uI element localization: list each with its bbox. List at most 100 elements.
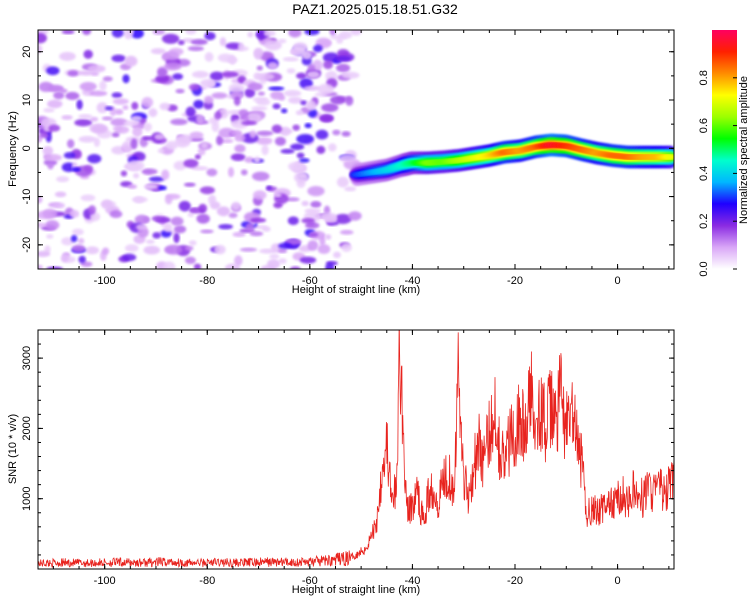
heatmap-cell: [89, 90, 108, 97]
spectrogram-y-tick-label: 10: [21, 94, 33, 106]
heatmap-cell: [38, 264, 43, 269]
heatmap-cell: [244, 88, 256, 98]
heatmap-cell: [225, 42, 243, 50]
heatmap-cell: [157, 148, 165, 154]
heatmap-cell: [247, 31, 254, 38]
heatmap-cell: [105, 106, 114, 111]
heatmap-cell: [249, 231, 264, 237]
figure-title: PAZ1.2025.015.18.51.G32: [292, 1, 458, 17]
heatmap-cell: [188, 240, 197, 246]
heatmap-cell: [44, 220, 60, 230]
heatmap-cell: [307, 240, 319, 251]
spectrogram-x-tick-label: -60: [302, 275, 318, 287]
heatmap-cell: [47, 99, 63, 109]
heatmap-cell: [253, 72, 262, 81]
heatmap-cell: [268, 86, 285, 91]
heatmap-cell: [206, 80, 216, 88]
heatmap-cell: [53, 202, 66, 209]
heatmap-cell: [277, 248, 288, 254]
heatmap-cell: [201, 142, 208, 149]
heatmap-cell: [190, 38, 208, 45]
heatmap-cell: [256, 136, 273, 145]
heatmap-cell: [230, 153, 246, 161]
heatmap-cell: [183, 182, 196, 187]
colorbar-tick-label: 0.4: [698, 166, 710, 181]
heatmap-cell: [278, 95, 286, 101]
heatmap-cell: [102, 247, 110, 255]
heatmap-cell: [78, 255, 86, 264]
heatmap-cell: [109, 210, 123, 218]
snr-x-tick-label: -20: [507, 575, 523, 587]
heatmap-cell: [216, 135, 224, 146]
heatmap-cell: [187, 212, 195, 218]
heatmap-cell: [154, 133, 165, 140]
heatmap-cell: [313, 44, 323, 53]
heatmap-cell: [295, 110, 304, 116]
heatmap-cell: [286, 68, 296, 74]
heatmap-cell: [70, 234, 78, 243]
heatmap-cell: [315, 129, 329, 140]
heatmap-cell: [278, 38, 287, 44]
heatmap-cell: [253, 47, 264, 59]
heatmap-cell: [87, 154, 102, 164]
heatmap-cell: [204, 52, 214, 62]
heatmap-cell: [189, 131, 204, 139]
heatmap-cell: [211, 92, 228, 99]
heatmap-cell: [152, 232, 161, 239]
heatmap-cell: [665, 154, 674, 160]
heatmap-cell: [191, 70, 209, 79]
heatmap-cell: [329, 30, 337, 36]
heatmap-cell: [161, 33, 180, 44]
heatmap-cell: [292, 42, 308, 52]
heatmap-cell: [233, 96, 241, 106]
heatmap-cell: [77, 70, 95, 76]
heatmap-cell: [194, 154, 201, 160]
heatmap-cell: [164, 244, 183, 255]
heatmap-cell: [317, 244, 331, 255]
heatmap-cell: [48, 124, 61, 132]
heatmap-cell: [44, 154, 62, 162]
heatmap-cell: [161, 169, 170, 181]
heatmap-cell: [325, 262, 335, 269]
heatmap-cell: [348, 211, 362, 221]
heatmap-cell: [91, 124, 109, 134]
heatmap-cell: [282, 56, 299, 62]
heatmap-cell: [111, 92, 123, 98]
heatmap-cell: [88, 205, 97, 215]
heatmap-cell: [46, 234, 54, 239]
heatmap-cell: [130, 138, 138, 150]
heatmap-cell: [38, 32, 47, 44]
heatmap-cell: [162, 261, 176, 269]
heatmap-cell: [47, 84, 64, 93]
heatmap-cell: [46, 66, 60, 76]
heatmap-cell: [296, 134, 314, 144]
colorbar-tick-label: 0.0: [698, 261, 710, 276]
heatmap-cell: [76, 99, 83, 110]
heatmap-cell: [65, 91, 80, 100]
colorbar-label: Normalized spectral amplitude: [738, 76, 750, 224]
snr-x-tick-label: -80: [199, 575, 215, 587]
heatmap-cell: [310, 200, 322, 208]
heatmap-cell: [66, 139, 75, 149]
heatmap-cell: [196, 114, 205, 125]
heatmap-cell: [151, 215, 162, 222]
heatmap-cell: [256, 65, 263, 71]
heatmap-cell: [323, 60, 334, 70]
heatmap-cell: [214, 244, 226, 255]
heatmap-cell: [247, 82, 263, 91]
heatmap-cell: [208, 194, 217, 205]
heatmap-cell: [110, 118, 128, 127]
heatmap-cell: [200, 229, 214, 234]
snr-x-tick-label: -40: [404, 575, 420, 587]
heatmap-cell: [264, 39, 282, 51]
heatmap-cell: [285, 238, 302, 245]
heatmap-cell: [38, 250, 51, 258]
heatmap-cell: [124, 55, 138, 67]
heatmap-cell: [177, 40, 185, 46]
heatmap-cell: [121, 141, 134, 152]
heatmap-cell: [261, 144, 269, 156]
spectrogram-x-axis-label: Height of straight line (km): [292, 284, 420, 296]
heatmap-cell: [159, 102, 171, 111]
